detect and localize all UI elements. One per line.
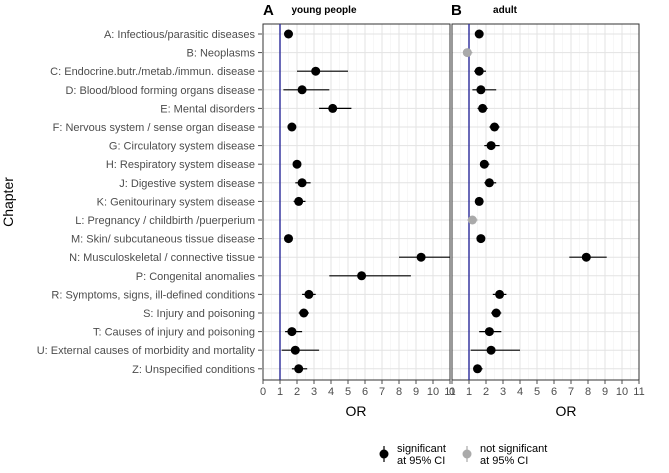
or-point-s [299, 308, 309, 318]
legend-significant-line1: significant [397, 443, 446, 455]
or-point-t [484, 327, 494, 337]
or-point-a [474, 29, 484, 39]
panel-title-adult: adult [493, 5, 518, 16]
panel-adult: B adult OR 0 1 2 3 4 5 6 7 8 9 10 11 [449, 2, 645, 419]
or-point-u [290, 345, 300, 355]
x-tick-label: 0 [260, 386, 266, 398]
legend-not-significant: not significant at 95% CI [462, 443, 547, 467]
x-tick-label: 6 [362, 386, 368, 398]
or-point-c [311, 66, 321, 76]
or-point-r [304, 289, 314, 299]
x-axis-title-a: OR [346, 403, 367, 419]
or-point-b [462, 48, 472, 58]
x-tick-label: 0 [449, 386, 455, 398]
legend-not-significant-line2: at 95% CI [480, 455, 528, 467]
or-point-n [416, 252, 426, 262]
or-point-e [478, 103, 488, 113]
category-label-k: K: Genitourinary system disease [97, 196, 255, 208]
or-point-g [486, 141, 496, 151]
category-label-t: T: Causes of injury and poisoning [93, 327, 255, 339]
legend-not-significant-line1: not significant [480, 443, 547, 455]
x-tick-label: 3 [500, 386, 506, 398]
or-point-a [284, 29, 293, 39]
category-label-j: J: Digestive system disease [119, 178, 255, 190]
x-tick-label: 10 [427, 386, 439, 398]
panel-border [451, 23, 640, 381]
x-tick-label: 7 [379, 386, 385, 398]
x-tick-label: 4 [328, 386, 334, 398]
category-label-g: G: Circulatory system disease [109, 141, 255, 153]
x-tick-label: 4 [517, 386, 523, 398]
legend: significant at 95% CI not significant at… [379, 443, 547, 467]
or-point-z [294, 364, 304, 374]
or-point-r [495, 289, 505, 299]
x-tick-label: 7 [568, 386, 574, 398]
panel-letter-b: B [451, 2, 462, 19]
or-point-c [474, 66, 484, 76]
or-point-z [473, 364, 482, 374]
or-point-s [491, 308, 501, 318]
legend-significant-line2: at 95% CI [397, 455, 445, 467]
category-label-h: H: Respiratory system disease [106, 159, 255, 171]
or-point-k [294, 196, 304, 206]
category-label-u: U: External causes of morbidity and mort… [37, 345, 256, 357]
x-tick-label: 8 [585, 386, 591, 398]
x-tick-label: 5 [345, 386, 351, 398]
category-label-p: P: Congenital anomalies [136, 271, 256, 283]
or-point-m [476, 234, 486, 244]
category-label-c: C: Endocrine.butr./metab./immun. disease [50, 66, 255, 78]
category-label-b: B: Neoplasms [187, 48, 256, 60]
panel-young-people: A young people OR 0 1 2 3 4 5 6 7 8 9 10 11 [260, 2, 456, 419]
or-point-f [490, 122, 499, 132]
x-tick-label: 6 [551, 386, 557, 398]
x-tick-label: 10 [616, 386, 628, 398]
x-tick-label: 1 [466, 386, 472, 398]
category-label-s: S: Injury and poisoning [143, 308, 255, 320]
panel-title-young-people: young people [292, 5, 357, 16]
category-label-a: A: Infectious/parasitic diseases [104, 29, 256, 41]
or-point-d [476, 85, 486, 95]
or-point-t [287, 327, 297, 337]
x-tick-label: 9 [602, 386, 608, 398]
panel-border [262, 23, 451, 381]
or-point-d [297, 85, 307, 95]
category-label-l: L: Pregnancy / childbirth /puerperium [75, 215, 255, 227]
x-tick-label: 2 [483, 386, 489, 398]
or-point-h [479, 159, 489, 169]
x-tick-label: 2 [294, 386, 300, 398]
or-point-h [292, 159, 302, 169]
x-tick-label: 11 [633, 386, 644, 398]
category-label-f: F: Nervous system / sense organ disease [53, 122, 255, 134]
x-tick-label: 9 [413, 386, 419, 398]
or-point-m [284, 234, 293, 244]
or-point-u [486, 345, 496, 355]
panel-letter-a: A [263, 2, 274, 19]
or-point-e [328, 103, 338, 113]
category-label-e: E: Mental disorders [160, 103, 255, 115]
or-point-p [357, 271, 367, 281]
or-point-l [467, 215, 477, 225]
or-point-j [484, 178, 494, 188]
legend-significant: significant at 95% CI [379, 443, 446, 467]
y-axis-title: Chapter [0, 177, 16, 227]
x-tick-label: 5 [534, 386, 540, 398]
category-labels: A: Infectious/parasitic diseases B: Neopl… [37, 29, 262, 376]
category-label-z: Z: Unspecified conditions [132, 364, 255, 376]
or-point-j [297, 178, 307, 188]
x-tick-label: 11 [444, 386, 455, 398]
or-point-k [474, 196, 484, 206]
or-point-f [287, 122, 297, 132]
category-label-n: N: Musculoskeletal / connective tissue [69, 252, 255, 264]
or-point-n [581, 252, 591, 262]
x-tick-label: 1 [277, 386, 283, 398]
category-label-m: M: Skin/ subcutaneous tissue disease [71, 234, 255, 246]
x-tick-label: 3 [311, 386, 317, 398]
category-label-r: R: Symptoms, signs, ill-defined conditio… [51, 289, 255, 301]
gridlines [262, 24, 451, 380]
category-label-d: D: Blood/blood forming organs disease [65, 85, 255, 97]
x-tick-label: 8 [396, 386, 402, 398]
x-axis-title-b: OR [556, 403, 577, 419]
